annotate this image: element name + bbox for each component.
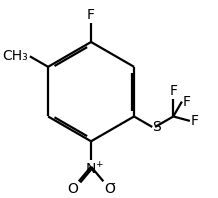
Text: O: O	[67, 182, 78, 196]
Text: F: F	[87, 8, 95, 22]
Text: S: S	[153, 120, 161, 134]
Text: F: F	[169, 84, 177, 98]
Text: O: O	[104, 182, 115, 196]
Text: F: F	[191, 114, 199, 128]
Text: −: −	[108, 179, 116, 189]
Text: F: F	[183, 95, 191, 109]
Text: N: N	[86, 162, 96, 176]
Text: +: +	[95, 160, 103, 169]
Text: CH₃: CH₃	[2, 49, 28, 63]
